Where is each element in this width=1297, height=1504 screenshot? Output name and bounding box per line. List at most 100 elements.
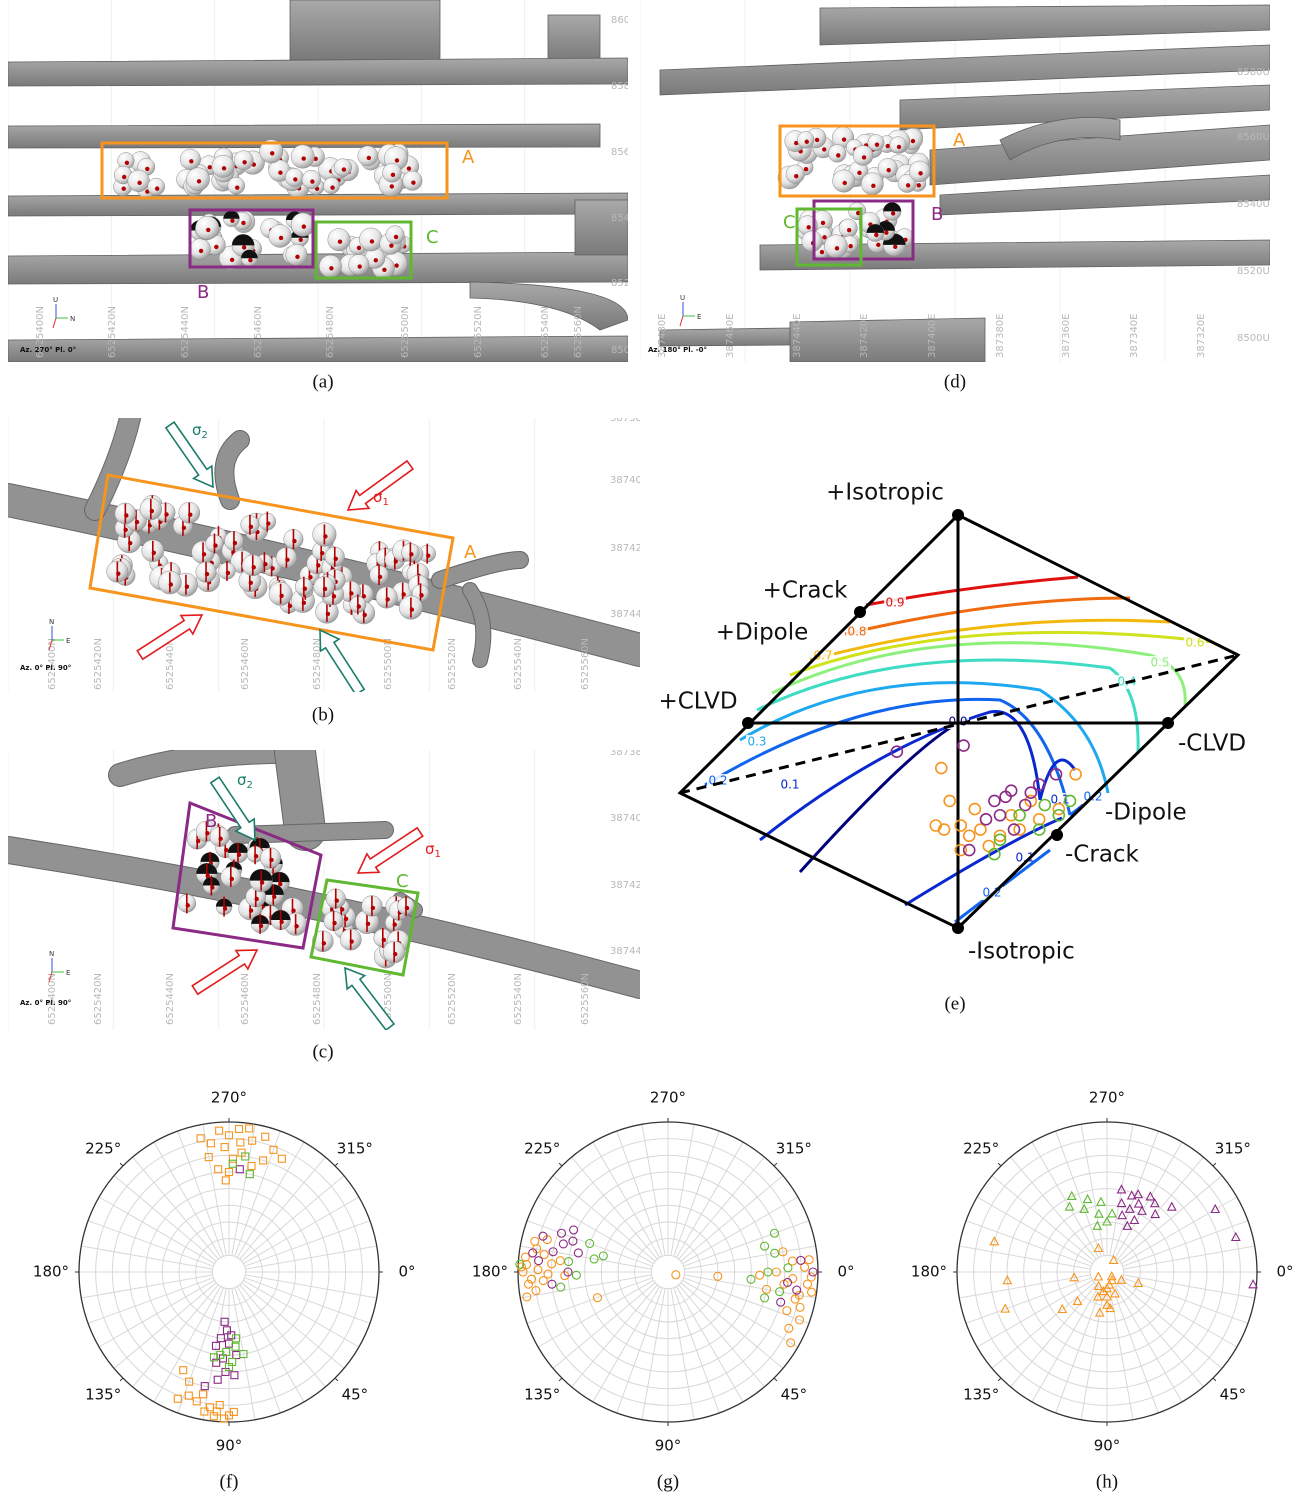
polar-grid: [231, 1288, 256, 1420]
polar-grid: [1109, 1288, 1134, 1420]
pole-point: [547, 1279, 557, 1289]
stereonet: 270° 315° 0° 45° 90° 135° 180° 225°: [911, 1089, 1294, 1455]
polar-grid: [1121, 1196, 1238, 1265]
slip-vector: [855, 210, 861, 216]
polar-grid: [87, 1220, 214, 1267]
polar-grid: [1119, 1282, 1223, 1369]
polar-grid: [1114, 1286, 1183, 1403]
polar-grid: [241, 1175, 345, 1262]
contour-line: [789, 630, 1214, 677]
pole-point: [269, 1145, 278, 1154]
event-sphere: [186, 167, 210, 192]
pole-point: [1117, 1209, 1128, 1220]
pole-point: [1082, 1193, 1093, 1204]
slip-vector: [822, 147, 827, 152]
pole-point: [533, 1265, 543, 1275]
pole-point: [1092, 1291, 1103, 1301]
event-point: [999, 790, 1012, 804]
cluster-label: A: [464, 542, 477, 563]
tunnel: [899, 84, 1270, 131]
axis-label: 8580U: [1237, 67, 1270, 78]
vertex-dot: [952, 509, 964, 521]
axis-label: 8540U: [611, 213, 644, 224]
pole-point: [204, 1153, 213, 1162]
beachball: [241, 249, 258, 259]
angle-label: 225°: [85, 1139, 121, 1157]
slip-vector: [803, 167, 809, 172]
slip-vector: [794, 140, 799, 146]
pole-point: [1092, 1220, 1103, 1230]
polar-grid: [234, 1130, 281, 1257]
pole-point: [784, 1323, 794, 1333]
contour-line: [739, 681, 1110, 794]
event-point: [1032, 813, 1046, 826]
slip-vector: [301, 224, 307, 229]
angle-label: 315°: [776, 1139, 812, 1157]
pole-point: [1064, 1201, 1075, 1211]
slip-vector: [356, 245, 362, 251]
stress-index: 2: [247, 780, 253, 791]
pole-point: [230, 1371, 239, 1380]
slip-vector: [389, 184, 395, 189]
angle-label: 0°: [837, 1263, 854, 1281]
pole-point: [1107, 1208, 1118, 1218]
cluster-box: [188, 208, 315, 269]
polar-grid: [571, 1284, 658, 1388]
pole-point: [245, 1170, 254, 1179]
slip-vector: [198, 248, 204, 254]
tunnel: [789, 317, 986, 362]
slip-vector: [230, 218, 235, 223]
tunnel: [289, 0, 441, 61]
slip-vector: [822, 235, 827, 240]
triad-label: N: [49, 950, 54, 958]
axis-label: 387400E: [610, 813, 655, 824]
event-point: [943, 794, 956, 808]
axis-label: 387460E: [725, 314, 736, 359]
polar-grid: [684, 1274, 816, 1299]
pole-point: [222, 1347, 231, 1357]
stress-label: σ1: [373, 488, 389, 509]
slip-vector: [814, 137, 820, 143]
event-sphere: [785, 164, 805, 184]
pole-point: [755, 1270, 765, 1280]
slip-vector: [124, 160, 130, 166]
cluster-label: B: [205, 811, 217, 832]
panel-view: 8600U 8580U 8560U 8540U 8520U 8500U 6525400N 65…: [8, 0, 644, 362]
pole-point: [515, 1259, 525, 1269]
contour-label-bg: [1184, 636, 1206, 650]
pole-point: [261, 1132, 270, 1141]
slip-vector: [389, 243, 394, 248]
contour-label: 0.1: [1015, 851, 1034, 865]
polar-grid: [526, 1220, 653, 1267]
pole-point: [802, 1279, 813, 1289]
contour-line: [704, 697, 1072, 816]
stress-symbol: σ: [192, 421, 202, 439]
pole-point: [1230, 1231, 1241, 1242]
view-label: Az. 0° Pl. 90°: [20, 664, 71, 672]
event-sphere: [402, 170, 423, 191]
slip-vector: [890, 211, 896, 216]
pole-point: [1094, 1307, 1105, 1317]
panel-caption: (e): [944, 993, 965, 1014]
axis-label: 6525460N: [240, 973, 251, 1025]
tunnel: [8, 251, 628, 285]
pole-point: [1137, 1205, 1147, 1215]
axis-label: 6525500N: [400, 306, 411, 358]
pole-point: [228, 1159, 237, 1168]
slip-vector: [794, 173, 799, 179]
slip-vector: [896, 144, 902, 150]
slip-vector: [861, 155, 867, 160]
polar-grid: [976, 1196, 1093, 1265]
slip-vector: [329, 266, 334, 271]
event-point: [1069, 767, 1082, 781]
event-point: [935, 761, 948, 775]
polar-grid: [537, 1196, 654, 1265]
polar-grid: [678, 1284, 765, 1388]
contour-line: [904, 816, 1063, 907]
pole-point: [234, 1124, 244, 1134]
tunnel: [8, 57, 628, 87]
stress-arrow: [136, 614, 204, 661]
axis-label: 387320E: [1196, 314, 1207, 359]
axis-label: 6525400N: [47, 973, 58, 1025]
